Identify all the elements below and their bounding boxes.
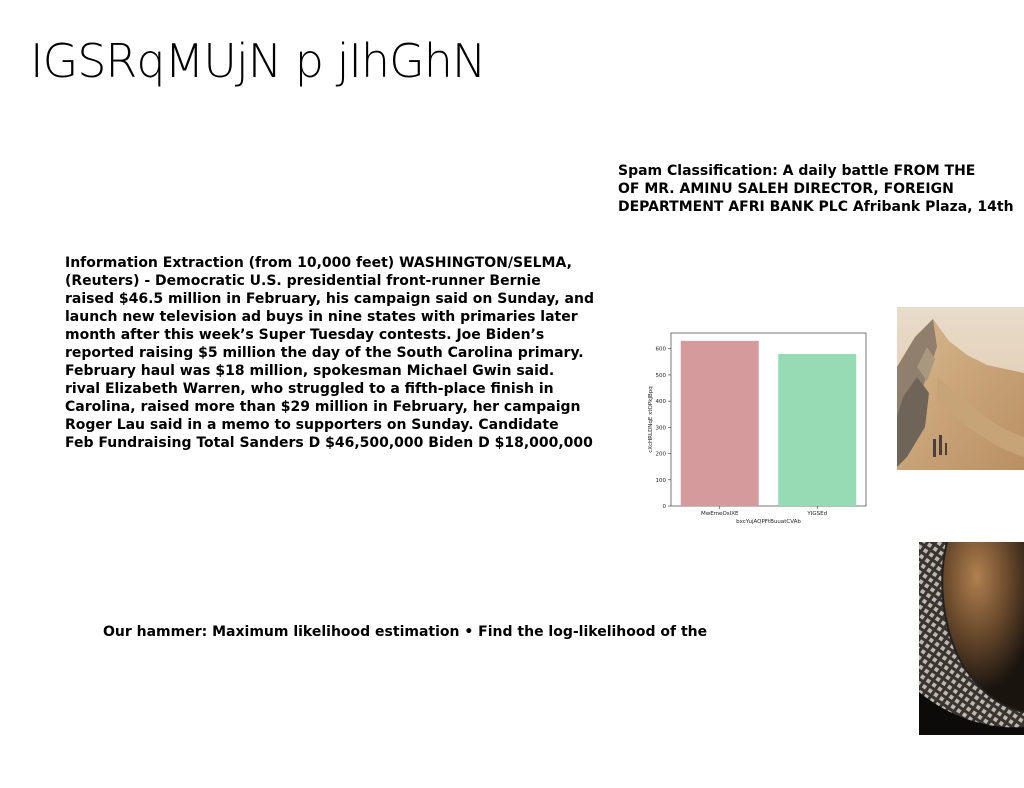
spam-classification-text: Spam Classification: A daily battle FROM… [618,162,1014,216]
y-tick-label: 500 [656,373,667,379]
maximum-likelihood-text: Our hammer: Maximum likelihood estimatio… [103,624,708,640]
text-line: (Reuters) - Democratic U.S. presidential… [65,273,541,289]
text-line: reported raising $5 million the day of t… [65,345,584,361]
text-line: February haul was $18 million, spokesman… [65,363,555,379]
slide-title: IGSRqMUjN p jIhGhN [30,34,486,88]
information-extraction-text: Information Extraction (from 10,000 feet… [65,254,594,452]
y-tick-label: 0 [663,504,667,510]
bar [680,340,759,506]
desert-photo [897,307,1024,470]
y-tick-label: 200 [656,452,667,458]
text-line: Spam Classification: A daily battle FROM… [618,163,976,179]
y-axis-label: cXcHRLDNqE xtOPkJBpq [648,386,654,453]
text-line: launch new television ad buys in nine st… [65,309,578,325]
lattice-tunnel-photo [919,542,1024,735]
text-line: Feb Fundraising Total Sanders D $46,500,… [65,435,593,451]
x-tick-label: YIGSEd [806,511,827,517]
text-line: Roger Lau said in a memo to supporters o… [65,417,559,433]
bar [778,353,857,506]
text-line: Carolina, raised more than $29 million i… [65,399,581,415]
y-tick-label: 600 [656,347,667,353]
text-line: month after this week’s Super Tuesday co… [65,327,545,343]
plot-frame [670,332,867,507]
y-tick-label: 300 [656,425,667,431]
text-line: Information Extraction (from 10,000 feet… [65,255,572,271]
text-line: OF MR. AMINU SALEH DIRECTOR, FOREIGN [618,181,954,197]
x-axis-label: bxcYujAQPFtBuuatCVAb [736,519,801,525]
bar-chart: 0 100 200 300 400 500 600 MwEmeOsIXE YIGSEd bxcYu… [648,332,867,525]
text-line: DEPARTMENT AFRI BANK PLC Afribank Plaza,… [618,199,1014,215]
y-tick-label: 100 [656,478,667,484]
text-line: rival Elizabeth Warren, who struggled to… [65,381,554,397]
text-line: raised $46.5 million in February, his ca… [65,291,594,307]
x-tick-label: MwEmeOsIXE [701,511,739,517]
y-tick-label: 400 [656,399,667,405]
